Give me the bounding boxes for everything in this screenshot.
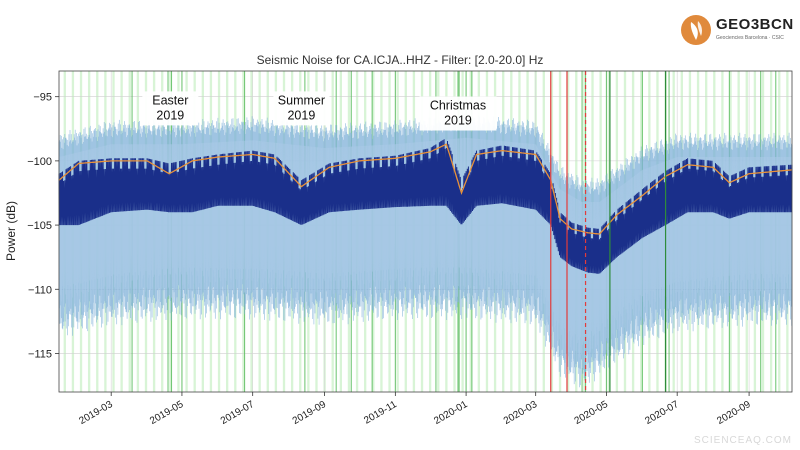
watermark: SCIENCEAQ.COM xyxy=(693,435,792,446)
x-tick-label: 2019-07 xyxy=(219,399,257,427)
plot-frame-group xyxy=(58,70,793,393)
median-group xyxy=(58,139,793,274)
logo-subtitle: Geociencies Barcelona · CSIC xyxy=(716,35,784,41)
chart-title: Seismic Noise for CA.ICJA..HHZ - Filter:… xyxy=(256,53,544,67)
smoothed-mean-line xyxy=(58,143,793,235)
y-tick-label: −115 xyxy=(28,348,52,360)
logo: GEO3BCN Geociencies Barcelona · CSIC xyxy=(680,14,793,50)
event-lines-group xyxy=(550,71,667,392)
annotation-box xyxy=(142,91,199,126)
x-tick-label: 2020-09 xyxy=(715,399,753,427)
x-tick-label: 2019-09 xyxy=(291,399,329,427)
x-tick-label: 2019-11 xyxy=(362,399,399,427)
y-tick-label: −100 xyxy=(27,156,52,168)
x-tick-label: 2020-03 xyxy=(502,399,540,427)
annotation-label: 2019 xyxy=(444,114,472,128)
y-tick-label: −95 xyxy=(33,92,52,104)
x-tick-label: 2020-01 xyxy=(432,399,470,427)
annotation-label: 2019 xyxy=(287,108,315,122)
plot-frame xyxy=(58,70,793,393)
y-ticks-group: −95 −100 −105 −110 −115 xyxy=(27,92,59,360)
annotation-box xyxy=(273,91,330,126)
x-tick-label: 2019-05 xyxy=(148,399,186,427)
mean-group xyxy=(58,143,793,235)
y-tick-label: −110 xyxy=(28,284,52,296)
x-tick-label: 2020-05 xyxy=(573,399,611,427)
y-tick-label: −105 xyxy=(27,220,52,232)
annotation-label: Easter xyxy=(152,93,188,107)
annotation-box xyxy=(419,96,497,131)
median-line xyxy=(58,139,793,274)
x-tick-label: 2020-07 xyxy=(643,399,681,427)
y-axis-label: Power (dB) xyxy=(4,201,18,261)
x-ticks-group: 2019-03 2019-05 2019-07 2019-09 2019-11 2020-… xyxy=(77,392,753,427)
annotation-label: Summer xyxy=(278,93,325,107)
annotation-label: Christmas xyxy=(430,99,486,113)
x-tick-label: 2019-03 xyxy=(77,399,115,427)
percentile-envelope-inner xyxy=(58,137,793,369)
geo3bcn-logo-icon xyxy=(681,15,711,45)
logo-text: GEO3BCN xyxy=(716,16,794,33)
annotation-label: 2019 xyxy=(156,108,184,122)
